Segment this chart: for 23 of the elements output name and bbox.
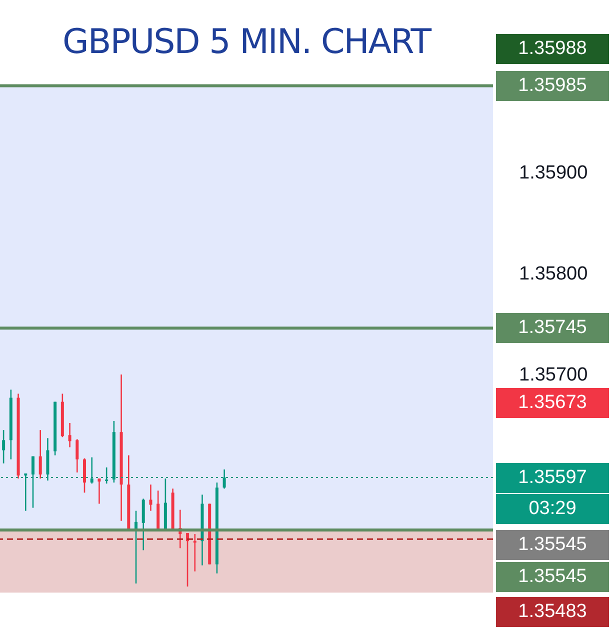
text: 1.35545 (496, 530, 609, 560)
candlestick (2, 429, 6, 464)
candlestick (68, 422, 72, 448)
ref-line-label: 1.35597 (496, 462, 609, 492)
text: 03:29 (496, 494, 609, 524)
candlestick (149, 484, 152, 512)
y-tick-label: 1.35700 (519, 364, 588, 386)
y-tick-label: 1.35900 (519, 162, 588, 184)
candlestick (83, 458, 86, 494)
candlestick (142, 498, 145, 551)
text: 1.35483 (496, 597, 609, 627)
text: 1.35988 (496, 34, 609, 64)
text: 1.35673 (496, 388, 609, 418)
candlestick (38, 429, 42, 480)
candlestick (134, 510, 138, 584)
candlestick (98, 478, 101, 504)
y-tick-label: 1.35800 (519, 263, 588, 284)
ref-line-label: 1.35745 (496, 313, 609, 344)
candlestick (76, 438, 79, 474)
text: GBPUSD 5 MIN. CHART (62, 22, 432, 62)
candlestick (193, 533, 196, 572)
ref-line-label: 1.35985 (496, 70, 609, 101)
ref-line-label: 1.35545 (496, 562, 609, 592)
